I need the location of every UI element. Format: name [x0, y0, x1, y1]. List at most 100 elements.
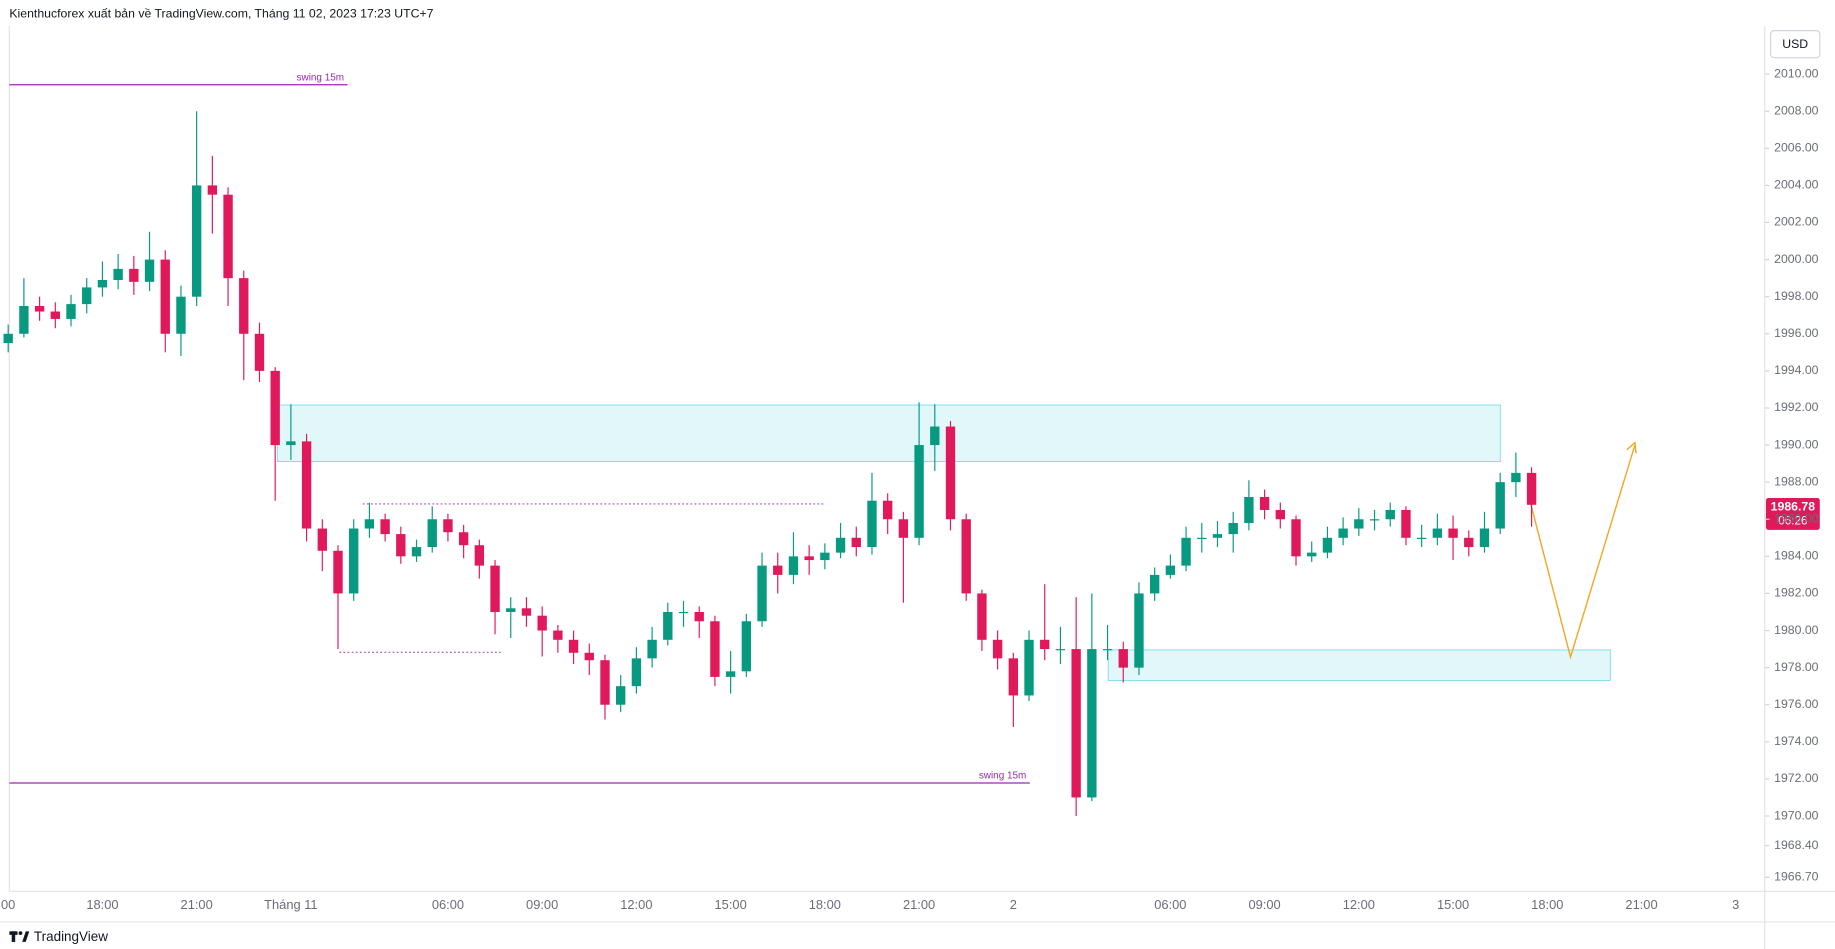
x-tick-label: 15:00 — [715, 897, 747, 912]
candle-body — [490, 565, 500, 612]
demand-zone — [1107, 649, 1611, 682]
candle-body — [1024, 639, 1034, 696]
y-tick-label: 1970.00 — [1774, 808, 1819, 822]
candle-body — [427, 519, 437, 548]
candle-body — [584, 652, 594, 661]
candle-body — [191, 185, 202, 297]
candle-body — [898, 519, 909, 538]
candle-body — [1448, 528, 1458, 538]
candle-body — [851, 537, 861, 548]
candle-body — [34, 305, 45, 312]
y-tick-label: 1972.00 — [1774, 771, 1819, 785]
candle-body — [50, 311, 60, 319]
y-tick-label: 2010.00 — [1774, 66, 1819, 80]
y-tick-label: 1992.00 — [1774, 400, 1819, 414]
y-tick-label: 1998.00 — [1774, 289, 1819, 303]
swing-label: swing 15m — [979, 771, 1027, 782]
candle-body — [961, 519, 971, 594]
candle-body — [333, 550, 343, 594]
chart-title: Kienthucforex xuất bản về TradingView.co… — [9, 6, 433, 20]
y-tick-label: 1968.40 — [1774, 838, 1819, 852]
y-tick-label: 2000.00 — [1774, 252, 1819, 266]
candle-body — [254, 333, 265, 371]
candle-body — [663, 611, 673, 640]
y-tick-label: 1976.00 — [1774, 697, 1819, 711]
candle-body — [1464, 537, 1474, 548]
candle-body — [930, 426, 940, 446]
last-price-label: 1986.78 — [1771, 500, 1816, 514]
candle-body — [1338, 528, 1348, 538]
y-tick-label: 1988.00 — [1774, 474, 1819, 488]
candle-body — [553, 630, 563, 640]
candle-body — [820, 552, 830, 561]
x-tick-label: 21:00 — [903, 897, 935, 912]
y-tick-label: 1994.00 — [1774, 363, 1819, 377]
swing-label: swing 15m — [297, 72, 345, 83]
candle-body — [160, 259, 170, 334]
y-tick-label: 2002.00 — [1774, 215, 1819, 229]
candle-body — [176, 296, 186, 334]
candle-body — [1149, 574, 1160, 594]
candle-body — [506, 608, 516, 612]
candle-body — [144, 259, 155, 282]
candle-body — [773, 565, 783, 575]
candle-body — [317, 528, 327, 551]
x-tick-label: 00 — [1, 897, 15, 912]
candle-body — [788, 556, 799, 575]
candle-body — [1040, 639, 1050, 650]
candle-body — [129, 268, 139, 282]
x-tick-label: 15:00 — [1437, 897, 1469, 912]
supply-zone — [276, 404, 1501, 463]
candle-body — [1008, 658, 1019, 696]
candle-body — [725, 671, 736, 677]
candle-body — [1071, 649, 1081, 798]
brand-name: TradingView — [34, 929, 108, 944]
candles — [3, 111, 1537, 817]
y-tick-label: 1978.00 — [1774, 660, 1819, 674]
x-tick-label: 21:00 — [181, 897, 213, 912]
x-tick-label: 12:00 — [1343, 897, 1375, 912]
candle-body — [568, 639, 579, 653]
x-tick-label: 3 — [1732, 897, 1739, 912]
candle-body — [1197, 537, 1207, 539]
currency-button[interactable] — [1770, 30, 1821, 59]
currency-label[interactable]: USD — [1782, 37, 1808, 51]
candle-body — [1165, 565, 1176, 575]
y-tick-label: 2008.00 — [1774, 103, 1819, 117]
candle-body — [631, 658, 642, 687]
candle-body — [537, 615, 547, 631]
y-tick-label: 1980.00 — [1774, 623, 1819, 637]
x-tick-label: 18:00 — [86, 897, 118, 912]
candle-body — [82, 287, 92, 305]
x-tick-label: 18:00 — [809, 897, 841, 912]
candle-body — [1369, 519, 1380, 521]
candle-body — [411, 547, 422, 557]
x-tick-label: 09:00 — [526, 897, 558, 912]
candle-body — [647, 639, 657, 659]
candle-body — [270, 370, 280, 446]
candle-body — [474, 545, 485, 566]
candle-body — [678, 611, 689, 614]
projection-arrowhead — [1626, 441, 1637, 454]
x-tick-label: Tháng 11 — [264, 897, 317, 912]
candle-body — [1118, 649, 1128, 668]
candle-body — [914, 445, 924, 538]
candle-body — [1526, 472, 1537, 505]
y-tick-label: 1984.00 — [1774, 549, 1819, 563]
candle-body — [883, 500, 893, 520]
candle-body — [1102, 649, 1113, 651]
candle-body — [616, 686, 626, 705]
candle-body — [1322, 537, 1333, 553]
candle-body — [1307, 552, 1317, 557]
candle-body — [992, 639, 1003, 659]
candle-body — [458, 532, 469, 546]
candle-body — [1228, 522, 1238, 535]
y-tick-label: 1982.00 — [1774, 586, 1819, 600]
candle-body — [804, 556, 814, 561]
candle-body — [694, 611, 704, 622]
x-tick-label: 21:00 — [1625, 897, 1657, 912]
y-tick-label: 1996.00 — [1774, 326, 1819, 340]
candle-body — [1354, 519, 1364, 529]
